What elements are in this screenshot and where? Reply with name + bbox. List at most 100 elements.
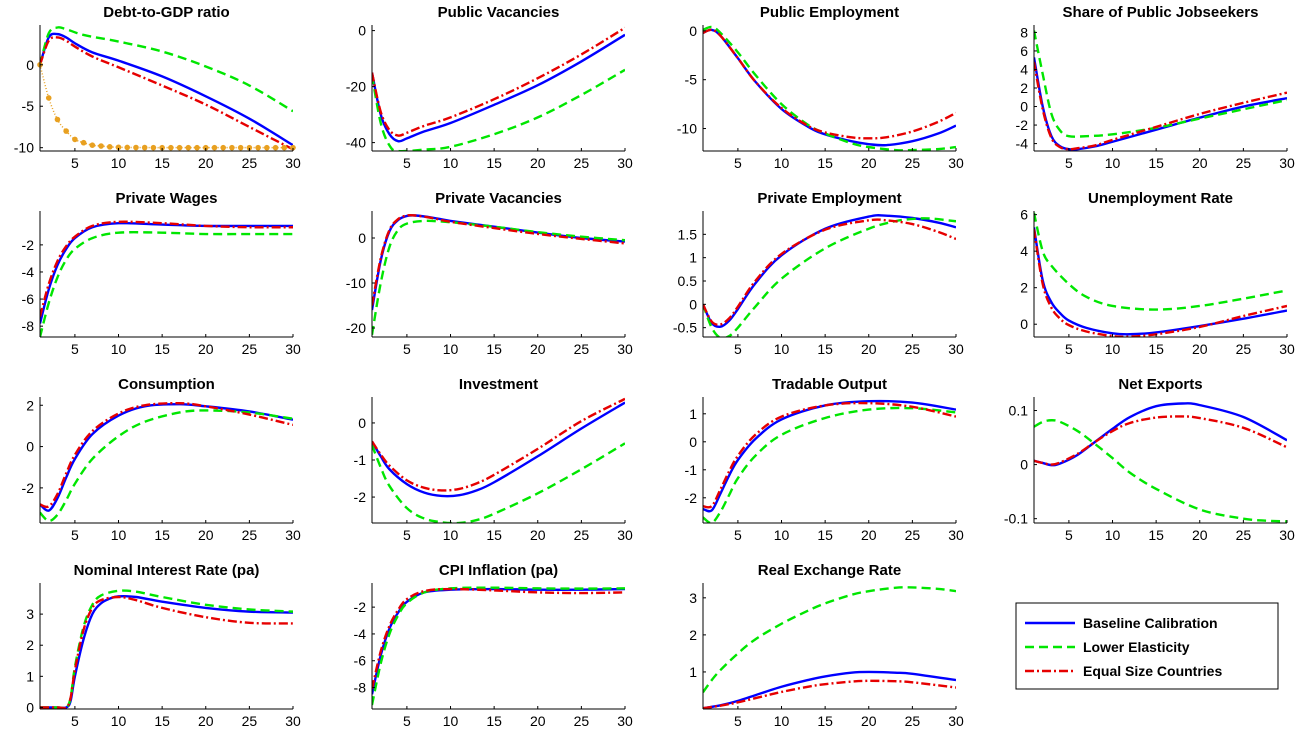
target-path-point xyxy=(176,144,183,151)
x-tick-label: 5 xyxy=(734,155,742,171)
x-tick-label: 25 xyxy=(1236,527,1252,543)
x-tick-label: 15 xyxy=(154,155,170,171)
x-tick-label: 30 xyxy=(948,713,964,729)
target-path-point xyxy=(272,144,279,151)
panel-15: 5 10 15 20 25 30 3 2 1 Real Exchange Rate xyxy=(689,562,964,729)
panel-title: Tradable Output xyxy=(772,376,887,393)
x-tick-label: 15 xyxy=(817,713,833,729)
target-path-point xyxy=(202,144,209,151)
x-tick-label: 25 xyxy=(242,341,258,357)
y-tick-label: 0 xyxy=(689,296,697,312)
panel-title: Public Employment xyxy=(760,4,899,21)
x-tick-label: 10 xyxy=(443,341,459,357)
y-tick-label: -8 xyxy=(22,318,35,334)
y-tick-label: -4 xyxy=(354,626,367,642)
x-tick-label: 20 xyxy=(861,713,877,729)
panel-title: CPI Inflation (pa) xyxy=(439,562,558,579)
y-tick-label: 0 xyxy=(358,23,366,39)
x-tick-label: 20 xyxy=(198,527,214,543)
series-line-equal-size xyxy=(703,679,956,709)
target-path-point xyxy=(237,144,244,151)
y-tick-label: -6 xyxy=(354,653,367,669)
x-tick-label: 5 xyxy=(71,527,79,543)
panel-title: Consumption xyxy=(118,376,215,393)
x-tick-label: 25 xyxy=(905,527,921,543)
series-line-lower-elasticity xyxy=(40,231,293,337)
x-tick-label: 20 xyxy=(530,341,546,357)
x-tick-label: 5 xyxy=(71,341,79,357)
x-tick-label: 15 xyxy=(486,155,502,171)
y-tick-label: -4 xyxy=(1016,136,1029,152)
target-path-point xyxy=(229,144,235,151)
y-tick-label: 0 xyxy=(689,23,697,39)
panel-title: Private Wages xyxy=(116,190,218,207)
series-line-lower-elasticity xyxy=(703,586,956,694)
y-tick-label: -2 xyxy=(1016,117,1029,133)
y-tick-label: 0.1 xyxy=(1009,403,1029,419)
x-tick-label: 30 xyxy=(617,155,633,171)
y-tick-label: 6 xyxy=(1020,43,1028,59)
x-tick-label: 30 xyxy=(285,341,301,357)
y-tick-label: -20 xyxy=(346,79,366,95)
target-path-point xyxy=(106,144,113,150)
y-tick-label: 0 xyxy=(1020,457,1028,473)
target-path-point xyxy=(159,144,165,151)
panel-1: 5 10 15 20 25 30 0 -5 -10 Debt-to-GDP ratio xyxy=(14,4,301,171)
y-tick-label: 6 xyxy=(1020,207,1028,223)
y-tick-label: -5 xyxy=(22,98,35,114)
panel-10: 5 10 15 20 25 30 0 -1 -2 Investment xyxy=(354,376,633,543)
target-path-point xyxy=(211,144,218,151)
x-tick-label: 5 xyxy=(403,155,411,171)
target-path-point xyxy=(220,144,227,151)
y-tick-label: -2 xyxy=(354,599,367,615)
x-tick-label: 10 xyxy=(1105,527,1121,543)
x-tick-label: 30 xyxy=(617,527,633,543)
x-tick-label: 30 xyxy=(1279,155,1295,171)
series-line-baseline xyxy=(703,214,956,329)
series-line-equal-size xyxy=(1034,61,1287,151)
y-tick-label: 2 xyxy=(689,627,697,643)
y-tick-label: -2 xyxy=(22,480,35,496)
x-tick-label: 20 xyxy=(861,155,877,171)
series-line-equal-size xyxy=(372,587,625,690)
y-tick-label: 0 xyxy=(358,230,366,246)
target-path-point xyxy=(89,142,96,148)
x-tick-label: 30 xyxy=(1279,341,1295,357)
x-tick-label: 20 xyxy=(198,155,214,171)
y-tick-label: 3 xyxy=(689,590,697,606)
series-line-lower-elasticity xyxy=(372,586,625,706)
target-path-point xyxy=(255,144,261,151)
panel-title: Investment xyxy=(459,376,538,393)
x-tick-label: 5 xyxy=(403,341,411,357)
x-tick-label: 25 xyxy=(574,713,590,729)
x-tick-label: 20 xyxy=(198,713,214,729)
x-tick-label: 5 xyxy=(1065,527,1073,543)
panel-title: Private Employment xyxy=(757,190,901,207)
target-path-point xyxy=(150,144,157,151)
panel-14: 5 10 15 20 25 30 -2 -4 -6 -8 CPI Inflation (pa) xyxy=(354,562,633,729)
target-path-point xyxy=(63,128,69,134)
series-line-lower-elasticity xyxy=(1034,30,1287,138)
target-path-point xyxy=(281,144,288,151)
x-tick-label: 25 xyxy=(242,155,258,171)
target-path-point xyxy=(290,144,296,151)
series-line-baseline xyxy=(40,221,293,324)
x-tick-label: 30 xyxy=(948,341,964,357)
panel-6: 5 10 15 20 25 30 0 -10 -20 Private Vacancies xyxy=(346,190,633,357)
series-line-lower-elasticity xyxy=(703,217,956,337)
series-line-equal-size xyxy=(40,36,293,151)
y-tick-label: 0 xyxy=(26,57,34,73)
x-tick-label: 30 xyxy=(285,155,301,171)
series-line-baseline xyxy=(40,32,293,147)
y-tick-label: -1 xyxy=(354,452,367,468)
y-tick-label: -0.5 xyxy=(673,320,697,336)
target-path-point xyxy=(72,136,78,143)
panel-title: Public Vacancies xyxy=(438,4,560,21)
x-tick-label: 5 xyxy=(1065,341,1073,357)
series-line-equal-size xyxy=(1034,415,1287,466)
x-tick-label: 10 xyxy=(443,155,459,171)
x-tick-label: 25 xyxy=(905,341,921,357)
